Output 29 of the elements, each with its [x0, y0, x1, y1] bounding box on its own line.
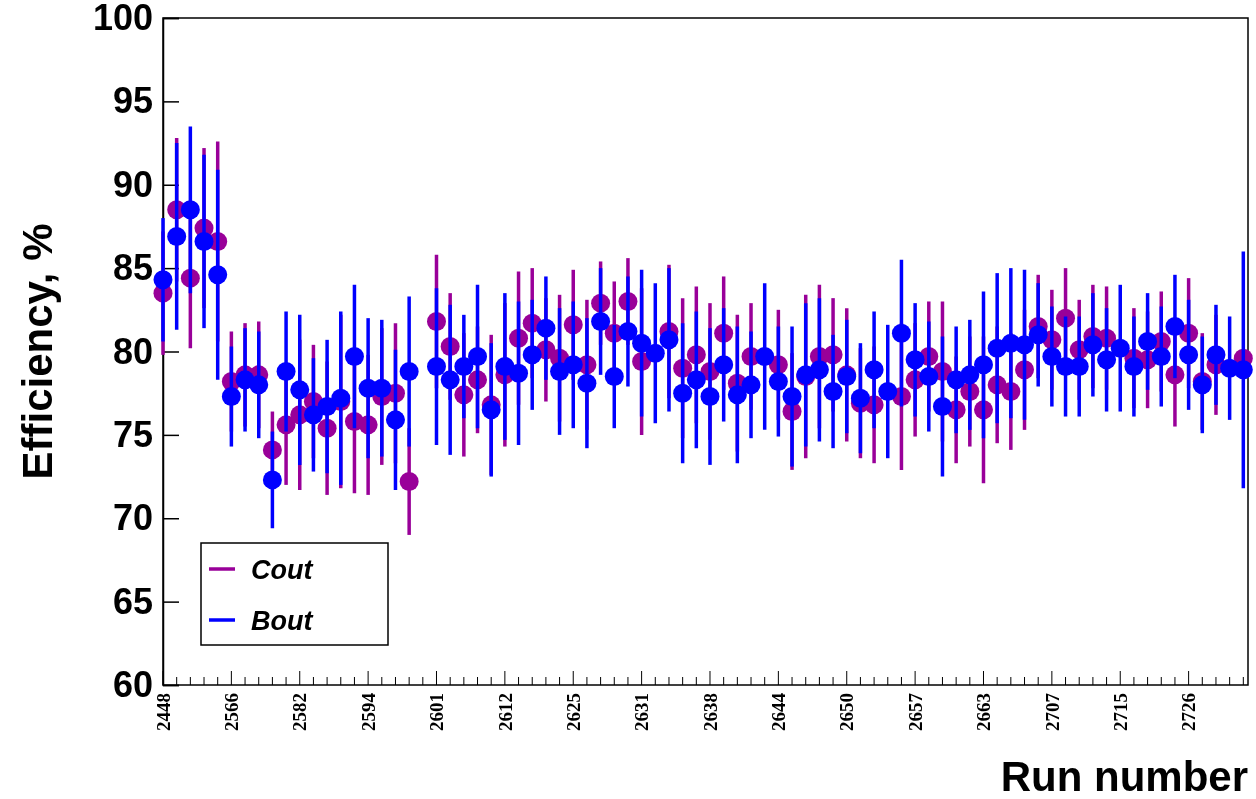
x-tick-label: 2644 — [768, 692, 790, 731]
y-tick-label: 80 — [112, 330, 153, 372]
x-tick-label: 2638 — [699, 693, 721, 731]
x-tick-label: 2715 — [1109, 693, 1131, 731]
y-tick-label: 90 — [112, 163, 153, 205]
y-tick-label: 95 — [112, 80, 153, 122]
legend-label: Bout — [251, 606, 314, 636]
x-tick-label: 2612 — [494, 693, 516, 731]
legend-label: Cout — [251, 555, 314, 585]
x-tick-label: 2663 — [973, 693, 995, 731]
y-tick-label: 65 — [112, 580, 153, 622]
x-tick-label: 2707 — [1041, 692, 1063, 731]
y-tick-label: 100 — [92, 0, 153, 39]
x-tick-label: 2650 — [836, 693, 858, 731]
x-tick-label: 2625 — [562, 693, 584, 731]
y-axis-title: Efficiency, % — [14, 223, 61, 480]
x-tick-label: 2582 — [289, 693, 311, 731]
x-tick-label: 2657 — [904, 692, 926, 731]
y-tick-label: 60 — [112, 664, 153, 706]
x-tick-label: 2448 — [152, 693, 174, 731]
y-tick-label: 85 — [112, 247, 153, 289]
x-tick-label: 2726 — [1178, 693, 1200, 731]
x-axis-title: Run number — [1000, 753, 1248, 799]
y-tick-label: 70 — [112, 497, 153, 539]
y-tick-label: 75 — [112, 413, 153, 455]
x-tick-label: 2566 — [221, 693, 243, 731]
x-tick-label: 2594 — [357, 692, 379, 731]
x-tick-label: 2631 — [631, 693, 653, 731]
x-tick-label: 2601 — [426, 693, 448, 731]
